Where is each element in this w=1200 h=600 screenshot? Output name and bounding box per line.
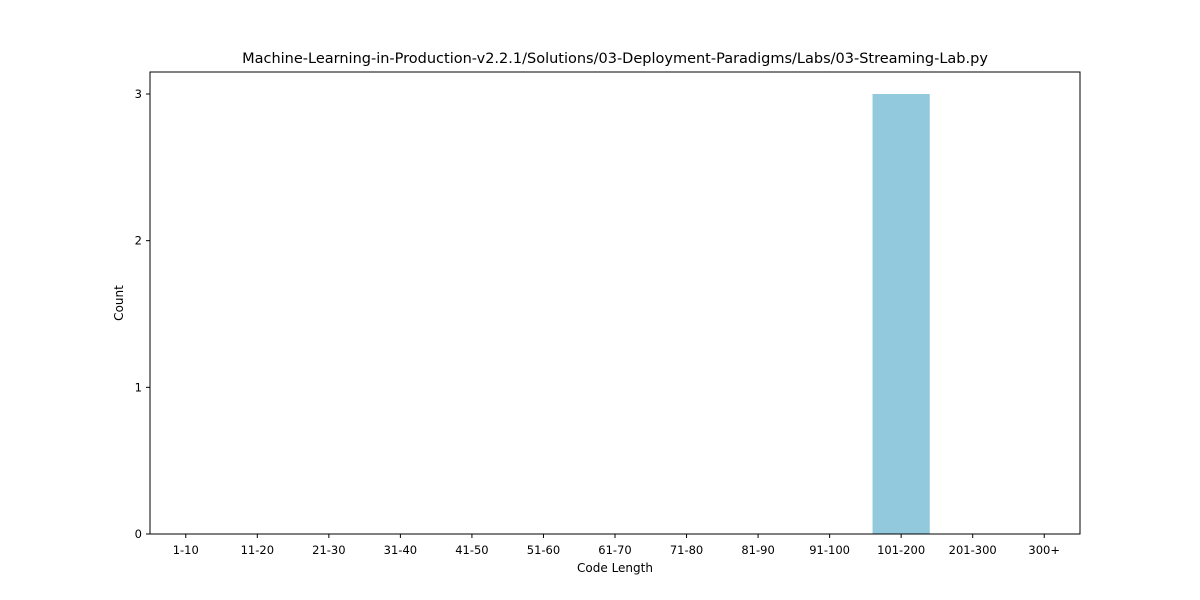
x-tick-label: 91-100	[809, 543, 850, 557]
x-tick-label: 300+	[1028, 543, 1060, 557]
x-tick-label: 71-80	[670, 543, 703, 557]
y-tick-label: 2	[135, 234, 142, 248]
x-tick-label: 81-90	[741, 543, 774, 557]
x-tick-label: 201-300	[949, 543, 997, 557]
x-tick-label: 11-20	[241, 543, 274, 557]
bars-group	[872, 94, 930, 534]
y-tick-label: 0	[135, 527, 142, 541]
chart-title: Machine-Learning-in-Production-v2.2.1/So…	[242, 51, 988, 67]
x-axis-label: Code Length	[577, 561, 653, 575]
y-tick-label: 3	[135, 87, 142, 101]
plot-area-frame	[149, 71, 1081, 535]
y-axis-label: Count	[112, 285, 126, 321]
x-tick-label: 1-10	[173, 543, 199, 557]
x-tick-label: 61-70	[598, 543, 631, 557]
x-tick-label: 21-30	[312, 543, 345, 557]
x-tick-label: 31-40	[384, 543, 417, 557]
x-tick-label: 41-50	[455, 543, 488, 557]
x-axis-ticks: 1-10 11-20 21-30 31-40 41-50 51-60 61-70 71-80 8…	[173, 534, 1060, 557]
bar-101-200	[872, 94, 930, 534]
x-tick-label: 51-60	[527, 543, 560, 557]
y-axis-ticks: 0 1 2 3	[135, 87, 150, 541]
x-tick-label: 101-200	[877, 543, 925, 557]
y-tick-label: 1	[135, 380, 142, 394]
